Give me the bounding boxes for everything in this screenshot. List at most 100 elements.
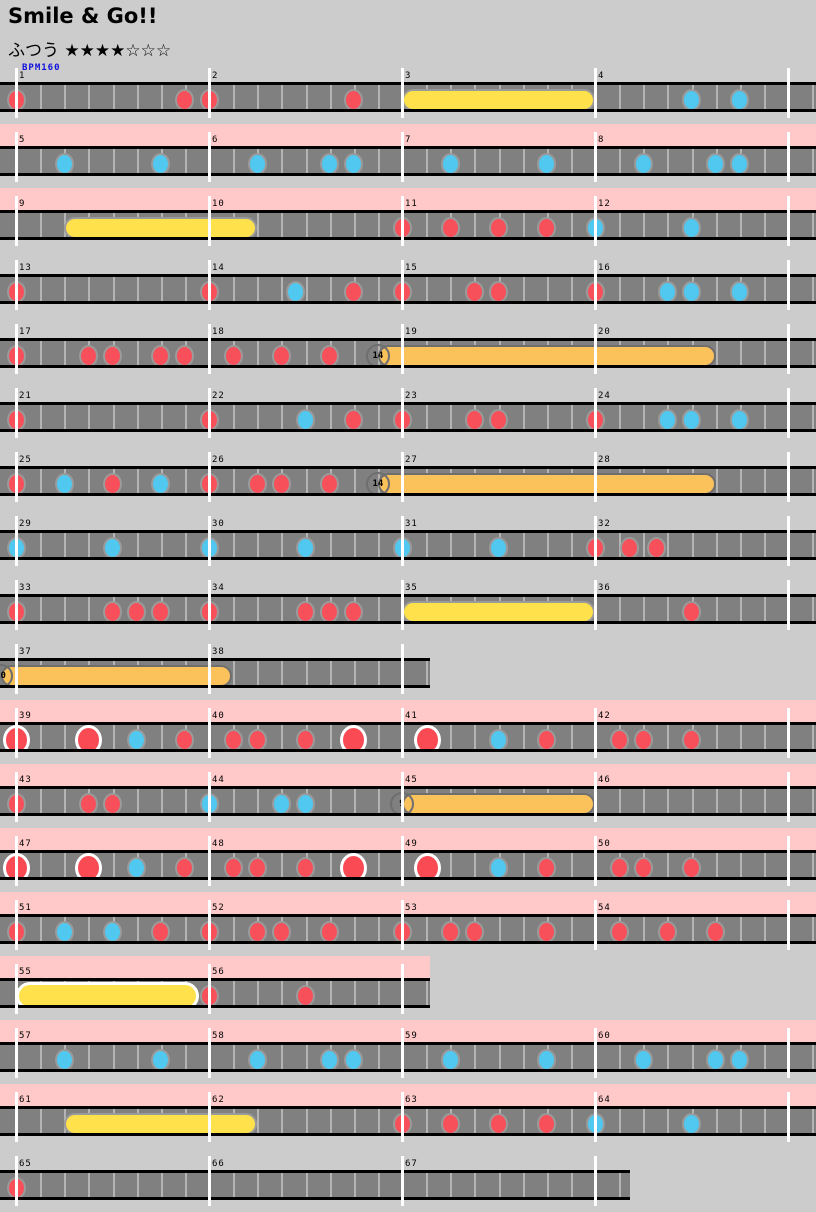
ka-note[interactable] (730, 153, 750, 173)
ka-note[interactable] (54, 153, 74, 173)
ka-note[interactable] (730, 1049, 750, 1069)
don-note[interactable] (103, 601, 122, 621)
don-note[interactable] (464, 921, 484, 941)
don-note[interactable] (609, 857, 629, 877)
ka-note[interactable] (633, 1049, 653, 1069)
ka-note[interactable] (682, 217, 701, 237)
ka-note[interactable] (320, 1049, 340, 1069)
don-note[interactable] (223, 729, 243, 749)
don-note[interactable] (537, 857, 557, 877)
don-note[interactable] (151, 601, 171, 621)
ka-note[interactable] (489, 729, 508, 749)
don-note[interactable] (78, 793, 98, 813)
ka-note[interactable] (730, 89, 750, 109)
don-note[interactable] (175, 729, 195, 749)
ka-note[interactable] (633, 153, 653, 173)
don-note[interactable] (657, 921, 677, 941)
ka-note[interactable] (440, 1049, 460, 1069)
don-note[interactable] (296, 729, 315, 749)
don-note[interactable] (103, 793, 122, 813)
ka-note[interactable] (127, 857, 147, 877)
big-don-note[interactable] (340, 853, 368, 877)
don-note[interactable] (296, 985, 315, 1005)
ka-note[interactable] (127, 729, 147, 749)
big-don-note[interactable] (413, 725, 441, 749)
don-note[interactable] (489, 217, 508, 237)
don-note[interactable] (151, 921, 171, 941)
don-note[interactable] (620, 537, 640, 557)
ka-note[interactable] (706, 1049, 726, 1069)
don-note[interactable] (489, 1113, 508, 1133)
ka-note[interactable] (247, 1049, 267, 1069)
don-note[interactable] (175, 89, 195, 109)
don-note[interactable] (247, 921, 267, 941)
don-note[interactable] (271, 921, 291, 941)
balloon-note[interactable] (0, 665, 233, 685)
drumroll-note[interactable] (64, 217, 258, 237)
drumroll-note[interactable] (402, 89, 595, 109)
don-note[interactable] (344, 409, 364, 429)
don-note[interactable] (296, 601, 315, 621)
don-note[interactable] (464, 409, 484, 429)
ka-note[interactable] (682, 281, 701, 301)
don-note[interactable] (344, 89, 364, 109)
don-note[interactable] (151, 345, 171, 365)
don-note[interactable] (344, 601, 364, 621)
big-don-note[interactable] (340, 725, 368, 749)
don-note[interactable] (320, 473, 340, 493)
don-note[interactable] (682, 601, 701, 621)
don-note[interactable] (609, 729, 629, 749)
don-note[interactable] (633, 857, 653, 877)
don-note[interactable] (489, 281, 508, 301)
don-note[interactable] (537, 921, 557, 941)
ka-note[interactable] (489, 537, 508, 557)
don-note[interactable] (223, 857, 243, 877)
ka-note[interactable] (344, 153, 364, 173)
don-note[interactable] (464, 281, 484, 301)
ka-note[interactable] (151, 1049, 171, 1069)
ka-note[interactable] (247, 153, 267, 173)
don-note[interactable] (633, 729, 653, 749)
don-note[interactable] (440, 1113, 460, 1133)
don-note[interactable] (247, 473, 267, 493)
ka-note[interactable] (657, 281, 677, 301)
drumroll-note[interactable] (402, 601, 595, 621)
ka-note[interactable] (54, 473, 74, 493)
ka-note[interactable] (103, 921, 122, 941)
don-note[interactable] (271, 345, 291, 365)
big-don-note[interactable] (74, 853, 102, 877)
ka-note[interactable] (54, 921, 74, 941)
ka-note[interactable] (151, 153, 171, 173)
don-note[interactable] (127, 601, 147, 621)
don-note[interactable] (609, 921, 629, 941)
ka-note[interactable] (706, 153, 726, 173)
ka-note[interactable] (271, 793, 291, 813)
ka-note[interactable] (657, 409, 677, 429)
ka-note[interactable] (682, 1113, 701, 1133)
ka-note[interactable] (730, 281, 750, 301)
ka-note[interactable] (682, 409, 701, 429)
ka-note[interactable] (151, 473, 171, 493)
don-note[interactable] (682, 729, 701, 749)
ka-note[interactable] (440, 153, 460, 173)
balloon-note[interactable] (377, 345, 716, 365)
don-note[interactable] (647, 537, 667, 557)
don-note[interactable] (223, 345, 243, 365)
don-note[interactable] (344, 281, 364, 301)
don-note[interactable] (271, 473, 291, 493)
don-note[interactable] (247, 729, 267, 749)
drumroll-note[interactable] (16, 982, 200, 1005)
big-don-note[interactable] (413, 853, 441, 877)
don-note[interactable] (103, 345, 122, 365)
big-don-note[interactable] (74, 725, 102, 749)
don-note[interactable] (175, 857, 195, 877)
ka-note[interactable] (103, 537, 122, 557)
don-note[interactable] (78, 345, 98, 365)
drumroll-note[interactable] (64, 1113, 258, 1133)
don-note[interactable] (537, 1113, 557, 1133)
ka-note[interactable] (537, 1049, 557, 1069)
don-note[interactable] (320, 601, 340, 621)
don-note[interactable] (296, 857, 315, 877)
don-note[interactable] (103, 473, 122, 493)
ka-note[interactable] (296, 793, 315, 813)
